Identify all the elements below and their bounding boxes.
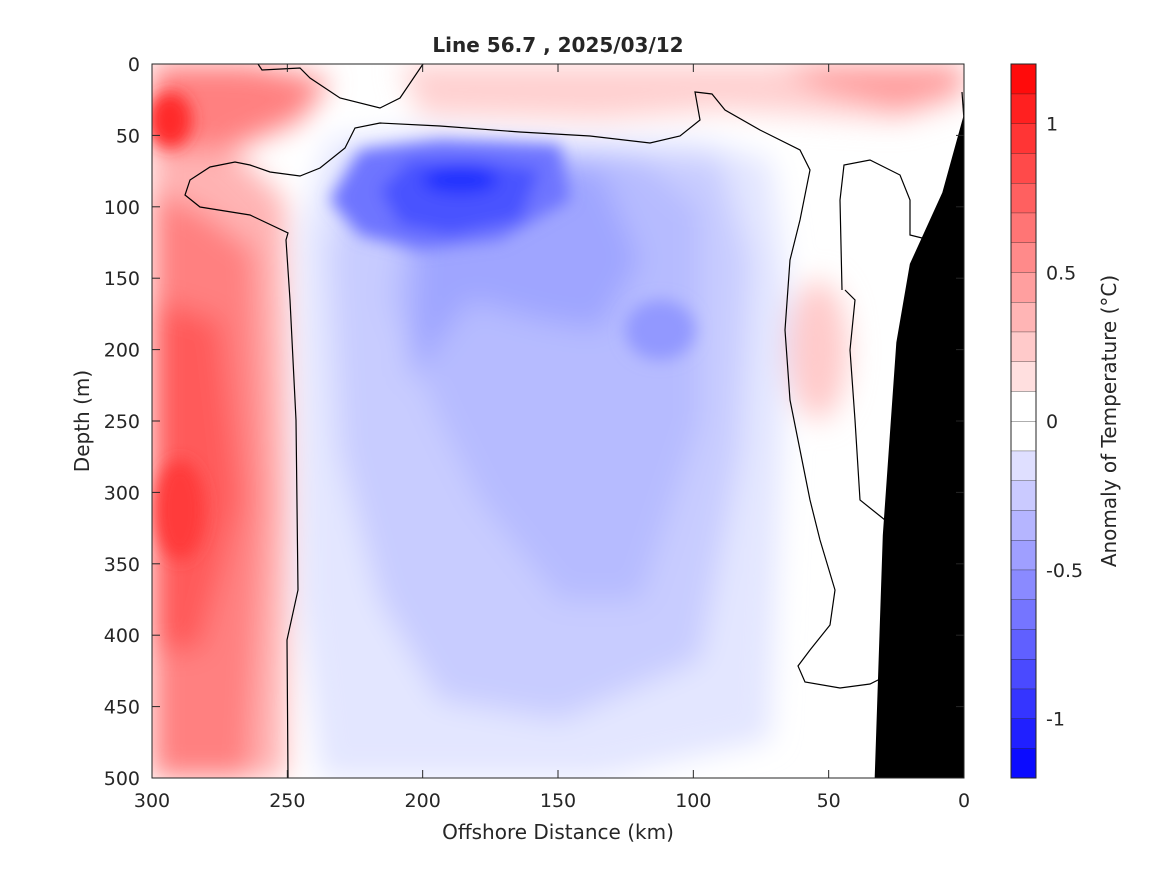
y-tick-label: 100	[104, 197, 140, 219]
colorbar-tick-label: -0.5	[1046, 560, 1083, 582]
colorbar-frame	[1010, 63, 1037, 779]
colorbar-band	[1011, 569, 1036, 600]
colorbar-band	[1011, 450, 1036, 481]
colorbar-band	[1011, 540, 1036, 570]
y-tick-label: 200	[104, 340, 140, 362]
colorbar-tick-label: -1	[1046, 709, 1065, 731]
colorbar-band	[1011, 93, 1036, 124]
y-tick-label: 450	[104, 697, 140, 719]
y-axis-label: Depth (m)	[70, 370, 94, 472]
colorbar-band	[1011, 123, 1036, 154]
x-axis: 300 250 200 150 100 50 0	[134, 64, 970, 812]
colorbar-band	[1011, 718, 1036, 749]
colorbar-band	[1011, 183, 1036, 213]
y-tick-label: 250	[104, 411, 140, 433]
colorbar	[1011, 63, 1036, 778]
colorbar-label: Anomaly of Temperature (°C)	[1097, 275, 1121, 567]
colorbar-band	[1011, 153, 1036, 183]
colorbar-band	[1011, 391, 1036, 421]
colorbar-ticks: 1 0.5 0 -0.5 -1	[1046, 114, 1083, 731]
colorbar-tick-label: 0	[1046, 411, 1058, 433]
colorbar-band	[1011, 480, 1036, 511]
colorbar-band	[1011, 272, 1036, 302]
x-tick-label: 200	[405, 790, 441, 812]
y-tick-label: 300	[104, 482, 140, 504]
colorbar-tick-label: 1	[1046, 114, 1058, 136]
colorbar-band	[1011, 242, 1036, 273]
chart-title: Line 56.7 , 2025/03/12	[432, 33, 683, 57]
colorbar-band	[1011, 629, 1036, 659]
anomaly-field	[152, 64, 964, 778]
x-tick-label: 150	[540, 790, 576, 812]
x-axis-label: Offshore Distance (km)	[442, 820, 674, 844]
colorbar-band	[1011, 421, 1036, 451]
x-tick-label: 300	[134, 790, 170, 812]
colorbar-band	[1011, 659, 1036, 689]
colorbar-band	[1011, 748, 1036, 778]
colorbar-band	[1011, 64, 1036, 94]
colorbar-band	[1011, 599, 1036, 630]
colorbar-band	[1011, 510, 1036, 540]
y-axis: 0 50 100 150 200 250 300 350 400 450 500	[104, 54, 964, 790]
colorbar-band	[1011, 361, 1036, 392]
y-tick-label: 50	[116, 125, 140, 147]
x-tick-label: 250	[269, 790, 305, 812]
seafloor-mask	[874, 64, 964, 778]
colorbar-band	[1011, 688, 1036, 719]
x-tick-label: 100	[675, 790, 711, 812]
x-tick-label: 50	[817, 790, 841, 812]
colorbar-band	[1011, 331, 1036, 362]
colorbar-band	[1011, 212, 1036, 243]
colorbar-band	[1011, 302, 1036, 332]
y-tick-label: 400	[104, 625, 140, 647]
y-tick-label: 0	[128, 54, 140, 76]
x-tick-label: 0	[958, 790, 970, 812]
y-tick-label: 350	[104, 554, 140, 576]
colorbar-tick-label: 0.5	[1046, 262, 1076, 284]
y-tick-label: 500	[104, 768, 140, 790]
y-tick-label: 150	[104, 268, 140, 290]
